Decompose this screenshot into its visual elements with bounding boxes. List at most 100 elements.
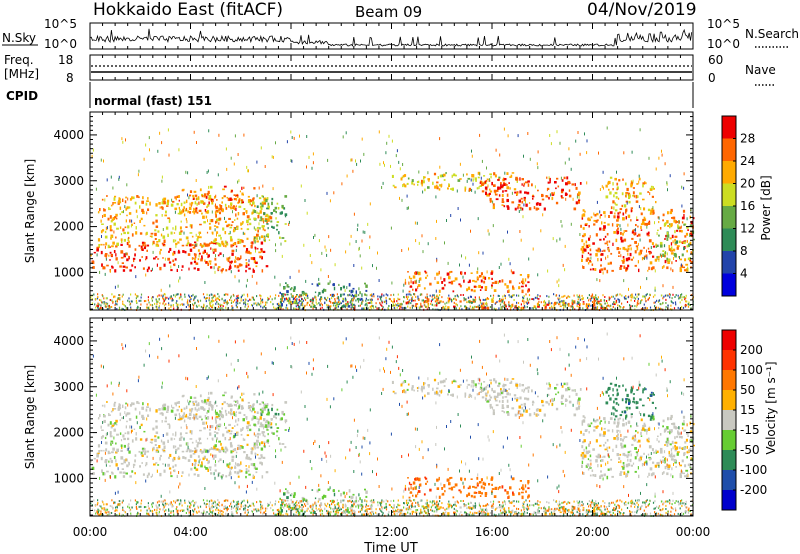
power-echo-cell: [111, 265, 113, 268]
power-echo-cell: [195, 179, 197, 182]
power-echo-cell: [378, 130, 380, 134]
power-echo-cell: [437, 295, 439, 298]
velocity-echo-cell: [224, 409, 227, 413]
power-echo-cell: [110, 236, 112, 240]
velocity-echo-cell: [136, 401, 139, 404]
velocity-echo-cell: [175, 448, 178, 452]
power-echo-cell: [414, 280, 417, 284]
power-echo-cell: [494, 193, 498, 196]
power-echo-cell: [439, 165, 441, 169]
power-echo-cell: [674, 301, 677, 304]
power-echo-cell: [466, 288, 469, 292]
velocity-echo-cell: [512, 493, 515, 496]
power-echo-cell: [422, 180, 425, 184]
velocity-echo-cell: [142, 402, 144, 406]
power-echo-cell: [287, 297, 290, 300]
velocity-echo-cell: [174, 413, 178, 417]
power-echo-cell: [118, 294, 120, 296]
power-echo-cell: [415, 303, 417, 305]
velocity-echo-cell: [220, 442, 222, 446]
power-echo-cell: [604, 242, 607, 245]
power-echo-cell: [258, 197, 262, 200]
velocity-echo-cell: [223, 391, 227, 394]
power-echo-cell: [627, 247, 630, 251]
velocity-echo-cell: [256, 432, 260, 435]
power-echo-cell: [281, 254, 283, 258]
velocity-echo-cell: [262, 431, 265, 434]
velocity-echo-cell: [191, 450, 194, 453]
velocity-echo-cell: [146, 474, 149, 479]
velocity-echo-cell: [577, 400, 580, 403]
power-echo-cell: [480, 279, 483, 283]
power-echo-cell: [427, 300, 429, 303]
power-echo-cell: [99, 307, 101, 310]
power-echo-cell: [93, 293, 95, 296]
power-echo-cell: [262, 306, 264, 309]
power-echo-cell: [260, 300, 262, 303]
power-echo-cell: [143, 157, 145, 161]
power-echo-cell: [486, 297, 488, 300]
power-echo-cell: [508, 294, 510, 297]
velocity-echo-cell: [189, 454, 193, 458]
power-echo-cell: [577, 194, 580, 197]
power-echo-cell: [124, 205, 126, 209]
power-echo-cell: [136, 294, 138, 297]
velocity-echo-cell: [100, 425, 102, 429]
power-echo-cell: [424, 300, 426, 304]
velocity-echo-cell: [436, 487, 440, 490]
power-echo-cell: [559, 300, 561, 303]
power-echo-cell: [511, 303, 514, 307]
power-echo-cell: [326, 253, 328, 257]
power-echo-cell: [205, 297, 207, 300]
power-echo-cell: [193, 190, 197, 193]
power-echo-cell: [593, 298, 595, 301]
power-echo-cell: [550, 142, 552, 146]
velocity-echo-cell: [401, 382, 404, 385]
power-echo-cell: [203, 305, 205, 308]
power-echo-cell: [519, 206, 522, 210]
power-echo-cell: [104, 266, 106, 270]
power-echo-cell: [439, 301, 441, 304]
power-echo-cell: [665, 251, 667, 255]
power-echo-cell: [230, 295, 232, 298]
velocity-echo-cell: [400, 383, 403, 387]
power-echo-cell: [686, 250, 688, 253]
power-echo-cell: [214, 257, 217, 261]
power-echo-cell: [105, 226, 108, 231]
power-echo-cell: [408, 281, 410, 285]
velocity-echo-cell: [254, 443, 256, 446]
power-echo-cell: [473, 289, 476, 293]
velocity-echo-cell: [233, 404, 236, 407]
velocity-echo-cell: [179, 417, 183, 420]
power-echo-cell: [507, 230, 508, 234]
power-echo-cell: [143, 300, 146, 303]
power-echo-cell: [232, 242, 236, 246]
power-echo-cell: [196, 141, 197, 144]
power-echo-cell: [667, 304, 669, 307]
power-echo-cell: [465, 256, 467, 260]
velocity-echo-cell: [253, 416, 257, 420]
velocity-echo-cell: [231, 458, 234, 462]
power-echo-cell: [140, 303, 142, 306]
power-echo-cell: [418, 278, 421, 281]
velocity-echo-cell: [567, 508, 570, 513]
power-echo-cell: [640, 308, 643, 311]
power-echo-cell: [329, 199, 331, 203]
power-echo-cell: [690, 233, 694, 237]
velocity-echo-cell: [165, 432, 169, 436]
velocity-echo-cell: [115, 463, 118, 467]
power-echo-cell: [566, 176, 569, 180]
power-echo-cell: [228, 205, 230, 208]
power-echo-cell: [526, 191, 530, 195]
velocity-echo-cell: [219, 410, 221, 413]
power-echo-cell: [359, 299, 361, 301]
power-echo-cell: [377, 295, 379, 298]
velocity-echo-cell: [516, 386, 518, 389]
power-echo-cell: [554, 301, 556, 304]
velocity-echo-cell: [314, 497, 317, 500]
power-echo-cell: [498, 295, 500, 297]
power-echo-cell: [683, 186, 685, 190]
power-echo-cell: [478, 298, 481, 301]
power-echo-cell: [623, 306, 625, 308]
power-echo-cell: [207, 243, 210, 247]
